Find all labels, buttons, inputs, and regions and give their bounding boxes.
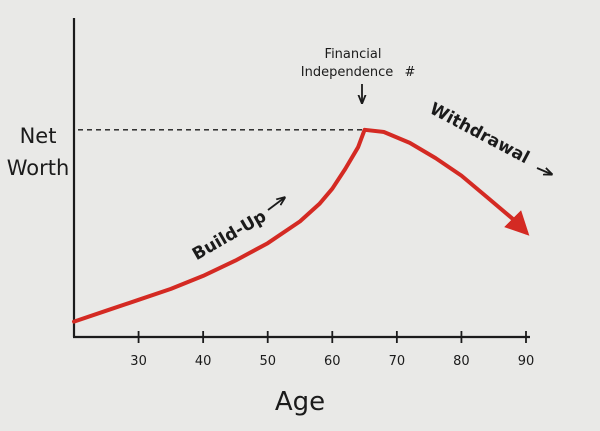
buildup-arrow: [267, 198, 284, 211]
x-tick-labels: 30 40 50 60 70 80 90: [130, 354, 534, 369]
x-ticks: [137, 331, 527, 343]
x-tick-label-40: 40: [195, 354, 212, 369]
x-tick-label-90: 90: [518, 354, 535, 369]
x-tick-label-50: 50: [259, 354, 276, 369]
x-axis-title: Age: [275, 387, 325, 417]
withdrawal-arrow: [536, 167, 551, 174]
x-tick-label-80: 80: [453, 354, 470, 369]
x-tick-label-60: 60: [324, 354, 341, 369]
withdrawal-label: Withdrawal: [426, 99, 532, 168]
fi-label-line1: Financial: [325, 47, 382, 62]
x-tick-label-70: 70: [389, 354, 406, 369]
fi-hash-symbol: #: [405, 65, 416, 80]
y-axis-title-line1: Net: [20, 124, 57, 148]
y-axis-title-line2: Worth: [7, 156, 70, 180]
fi-label-line2: Independence: [301, 65, 393, 80]
x-tick-label-30: 30: [130, 354, 147, 369]
buildup-label: Build-Up: [189, 207, 270, 265]
series-line: [72, 127, 530, 324]
